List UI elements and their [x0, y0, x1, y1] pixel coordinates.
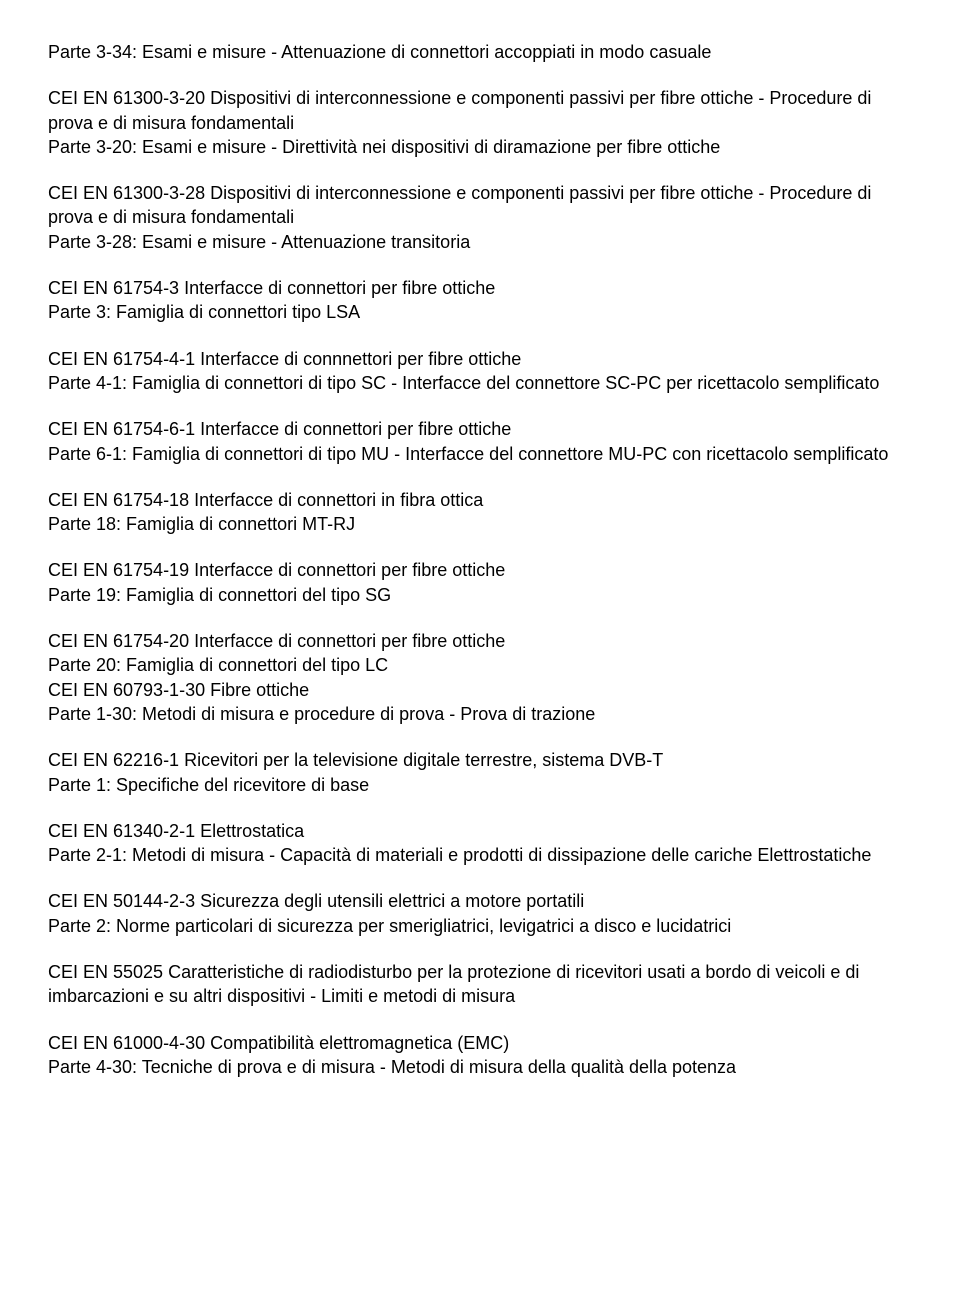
text-line: Parte 4-30: Tecniche di prova e di misur… [48, 1055, 912, 1079]
standard-entry: CEI EN 61300-3-20 Dispositivi di interco… [48, 86, 912, 159]
standard-entry: CEI EN 50144-2-3 Sicurezza degli utensil… [48, 889, 912, 938]
standard-entry: CEI EN 61754-18 Interfacce di connettori… [48, 488, 912, 537]
standard-entry: CEI EN 61754-6-1 Interfacce di connettor… [48, 417, 912, 466]
text-line: CEI EN 61340-2-1 Elettrostatica [48, 819, 912, 843]
text-line: Parte 20: Famiglia di connettori del tip… [48, 653, 912, 677]
text-line: Parte 3-34: Esami e misure - Attenuazion… [48, 40, 912, 64]
text-line: Parte 2-1: Metodi di misura - Capacità d… [48, 843, 912, 867]
text-line: Parte 3-20: Esami e misure - Direttività… [48, 135, 912, 159]
text-line: Parte 3-28: Esami e misure - Attenuazion… [48, 230, 912, 254]
text-line: CEI EN 61300-3-28 Dispositivi di interco… [48, 181, 912, 230]
text-line: Parte 19: Famiglia di connettori del tip… [48, 583, 912, 607]
text-line: Parte 6-1: Famiglia di connettori di tip… [48, 442, 912, 466]
text-line: Parte 1-30: Metodi di misura e procedure… [48, 702, 912, 726]
text-line: CEI EN 60793-1-30 Fibre ottiche [48, 678, 912, 702]
standard-entry: CEI EN 61754-20 Interfacce di connettori… [48, 629, 912, 726]
standard-entry: CEI EN 61000-4-30 Compatibilità elettrom… [48, 1031, 912, 1080]
text-line: CEI EN 61000-4-30 Compatibilità elettrom… [48, 1031, 912, 1055]
standard-entry: CEI EN 61754-19 Interfacce di connettori… [48, 558, 912, 607]
standard-entry: CEI EN 61754-4-1 Interfacce di connnetto… [48, 347, 912, 396]
standard-entry: CEI EN 62216-1 Ricevitori per la televis… [48, 748, 912, 797]
text-line: CEI EN 61754-19 Interfacce di connettori… [48, 558, 912, 582]
standard-entry: CEI EN 61340-2-1 ElettrostaticaParte 2-1… [48, 819, 912, 868]
text-line: CEI EN 55025 Caratteristiche di radiodis… [48, 960, 912, 1009]
text-line: CEI EN 61754-3 Interfacce di connettori … [48, 276, 912, 300]
standard-entry: Parte 3-34: Esami e misure - Attenuazion… [48, 40, 912, 64]
text-line: Parte 4-1: Famiglia di connettori di tip… [48, 371, 912, 395]
text-line: Parte 3: Famiglia di connettori tipo LSA [48, 300, 912, 324]
text-line: Parte 18: Famiglia di connettori MT-RJ [48, 512, 912, 536]
text-line: CEI EN 61754-20 Interfacce di connettori… [48, 629, 912, 653]
text-line: Parte 1: Specifiche del ricevitore di ba… [48, 773, 912, 797]
text-line: CEI EN 61754-18 Interfacce di connettori… [48, 488, 912, 512]
standard-entry: CEI EN 61754-3 Interfacce di connettori … [48, 276, 912, 325]
text-line: CEI EN 50144-2-3 Sicurezza degli utensil… [48, 889, 912, 913]
standard-entry: CEI EN 61300-3-28 Dispositivi di interco… [48, 181, 912, 254]
text-line: Parte 2: Norme particolari di sicurezza … [48, 914, 912, 938]
standard-entry: CEI EN 55025 Caratteristiche di radiodis… [48, 960, 912, 1009]
text-line: CEI EN 61300-3-20 Dispositivi di interco… [48, 86, 912, 135]
text-line: CEI EN 61754-4-1 Interfacce di connnetto… [48, 347, 912, 371]
text-line: CEI EN 61754-6-1 Interfacce di connettor… [48, 417, 912, 441]
text-line: CEI EN 62216-1 Ricevitori per la televis… [48, 748, 912, 772]
document-body: Parte 3-34: Esami e misure - Attenuazion… [48, 40, 912, 1079]
